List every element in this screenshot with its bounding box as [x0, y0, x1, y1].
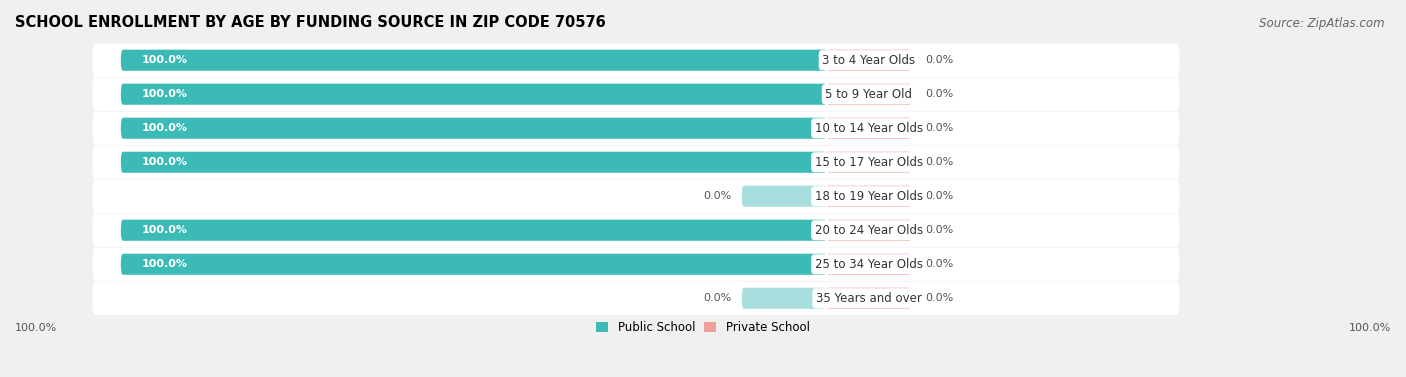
FancyBboxPatch shape: [827, 186, 911, 207]
Text: 100.0%: 100.0%: [142, 55, 188, 65]
FancyBboxPatch shape: [121, 84, 827, 105]
FancyBboxPatch shape: [93, 282, 1180, 315]
Text: 100.0%: 100.0%: [142, 157, 188, 167]
FancyBboxPatch shape: [93, 248, 1180, 281]
Text: 100.0%: 100.0%: [142, 259, 188, 269]
FancyBboxPatch shape: [93, 146, 1180, 179]
Text: 100.0%: 100.0%: [142, 89, 188, 99]
Text: 100.0%: 100.0%: [142, 123, 188, 133]
FancyBboxPatch shape: [827, 152, 911, 173]
FancyBboxPatch shape: [742, 288, 827, 309]
Text: 25 to 34 Year Olds: 25 to 34 Year Olds: [815, 258, 922, 271]
FancyBboxPatch shape: [121, 50, 827, 71]
Text: 0.0%: 0.0%: [925, 191, 953, 201]
Text: 35 Years and over: 35 Years and over: [815, 292, 922, 305]
Text: 5 to 9 Year Old: 5 to 9 Year Old: [825, 88, 912, 101]
FancyBboxPatch shape: [93, 112, 1180, 145]
Text: 0.0%: 0.0%: [703, 293, 731, 303]
Text: 0.0%: 0.0%: [703, 191, 731, 201]
Text: Source: ZipAtlas.com: Source: ZipAtlas.com: [1260, 17, 1385, 30]
Text: 0.0%: 0.0%: [925, 89, 953, 99]
FancyBboxPatch shape: [121, 254, 827, 275]
Text: SCHOOL ENROLLMENT BY AGE BY FUNDING SOURCE IN ZIP CODE 70576: SCHOOL ENROLLMENT BY AGE BY FUNDING SOUR…: [15, 15, 606, 30]
Text: 0.0%: 0.0%: [925, 55, 953, 65]
Text: 20 to 24 Year Olds: 20 to 24 Year Olds: [814, 224, 922, 237]
Text: 100.0%: 100.0%: [142, 225, 188, 235]
FancyBboxPatch shape: [827, 84, 911, 105]
FancyBboxPatch shape: [93, 78, 1180, 111]
FancyBboxPatch shape: [121, 118, 827, 139]
Text: 0.0%: 0.0%: [925, 259, 953, 269]
Text: 3 to 4 Year Olds: 3 to 4 Year Olds: [823, 54, 915, 67]
Text: 100.0%: 100.0%: [15, 323, 58, 333]
FancyBboxPatch shape: [93, 44, 1180, 77]
FancyBboxPatch shape: [827, 254, 911, 275]
FancyBboxPatch shape: [121, 220, 827, 241]
FancyBboxPatch shape: [827, 288, 911, 309]
Text: 10 to 14 Year Olds: 10 to 14 Year Olds: [814, 122, 922, 135]
FancyBboxPatch shape: [93, 214, 1180, 247]
Text: 100.0%: 100.0%: [1348, 323, 1391, 333]
FancyBboxPatch shape: [121, 152, 827, 173]
Text: 0.0%: 0.0%: [925, 157, 953, 167]
Legend: Public School, Private School: Public School, Private School: [592, 316, 814, 339]
FancyBboxPatch shape: [827, 50, 911, 71]
Text: 15 to 17 Year Olds: 15 to 17 Year Olds: [814, 156, 922, 169]
Text: 0.0%: 0.0%: [925, 123, 953, 133]
FancyBboxPatch shape: [827, 118, 911, 139]
FancyBboxPatch shape: [827, 220, 911, 241]
FancyBboxPatch shape: [742, 186, 827, 207]
Text: 0.0%: 0.0%: [925, 293, 953, 303]
Text: 0.0%: 0.0%: [925, 225, 953, 235]
FancyBboxPatch shape: [93, 179, 1180, 213]
Text: 18 to 19 Year Olds: 18 to 19 Year Olds: [814, 190, 922, 203]
